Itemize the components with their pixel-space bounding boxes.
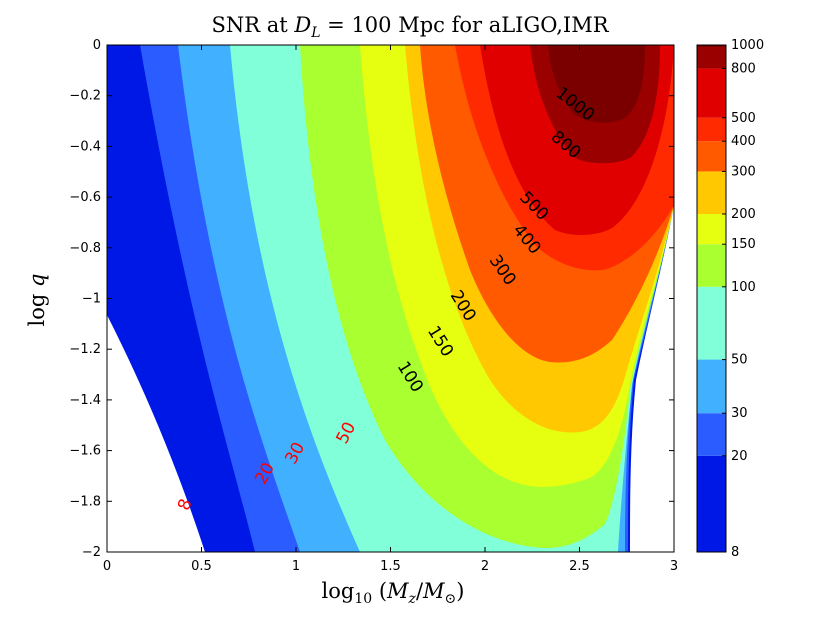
colorbar-frame [696,44,727,553]
y-tick-label: −0.6 [69,190,101,205]
x-tick-label: 3 [670,559,678,574]
colorbar-tick-label: 20 [731,449,748,464]
band-1000 [548,45,645,123]
x-tick-label: 0 [103,559,111,574]
colorbar-band [697,45,726,47]
y-tick-label: −0.8 [69,241,101,256]
colorbar-band [697,286,726,360]
colorbar-band [697,244,726,287]
y-tick-label: −1.2 [69,342,101,357]
colorbar-tick-label: 200 [731,207,756,222]
y-tick-label: −2 [82,545,101,560]
colorbar-tick-label: 50 [731,353,748,368]
y-tick-label: −1.8 [69,494,101,509]
contour-bands [107,45,674,552]
colorbar-band [697,68,726,118]
colorbar-tick-label: 400 [731,134,756,149]
colorbar-band [697,413,726,456]
colorbar-band [697,45,726,69]
colorbar-band [697,455,726,552]
x-tick-label: 1 [292,559,300,574]
y-tick-label: −1.6 [69,444,101,459]
y-axis: 0 −0.2 −0.4 −0.6 −0.8 −1 −1.2 −1.4 −1.6 −1.8 −2 [69,38,674,560]
colorbar-band [697,359,726,414]
colorbar-ticks: 8 20 30 50 100 150 200 300 400 500 800 1000 [722,38,764,560]
y-tick-label: −0.4 [69,139,101,154]
colorbar-band [697,117,726,142]
x-axis: 0 0.5 1 1.5 2 2.5 3 [103,45,678,574]
x-tick-label: 2.5 [569,559,590,574]
y-tick-label: −1.4 [69,393,101,408]
y-tick-label: −1 [82,292,101,307]
colorbar-tick-label: 1000 [731,38,764,53]
x-tick-label: 1.5 [380,559,401,574]
y-tick-label: −0.2 [69,89,101,104]
white-region [632,268,674,552]
colorbar-band [697,171,726,214]
y-axis-label: log q [25,274,49,327]
colorbar-tick-label: 500 [731,111,756,126]
colorbar-tick-label: 800 [731,61,756,76]
white-region-left [107,315,205,552]
y-tick-label: 0 [93,38,101,53]
x-tick-label: 0.5 [191,559,212,574]
x-tick-label: 2 [481,559,489,574]
colorbar-band [697,141,726,172]
colorbar-tick-label: 300 [731,164,756,179]
colorbar-tick-label: 8 [731,545,739,560]
colorbar-tick-label: 30 [731,406,748,421]
colorbar [697,45,726,552]
colorbar-band [697,214,726,245]
colorbar-tick-label: 150 [731,237,756,252]
x-axis-label: log10 (Mz/M⊙) [322,579,465,607]
colorbar-tick-label: 100 [731,280,756,295]
chart-title: SNR at DL = 100 Mpc for aLIGO,IMR [211,13,609,41]
